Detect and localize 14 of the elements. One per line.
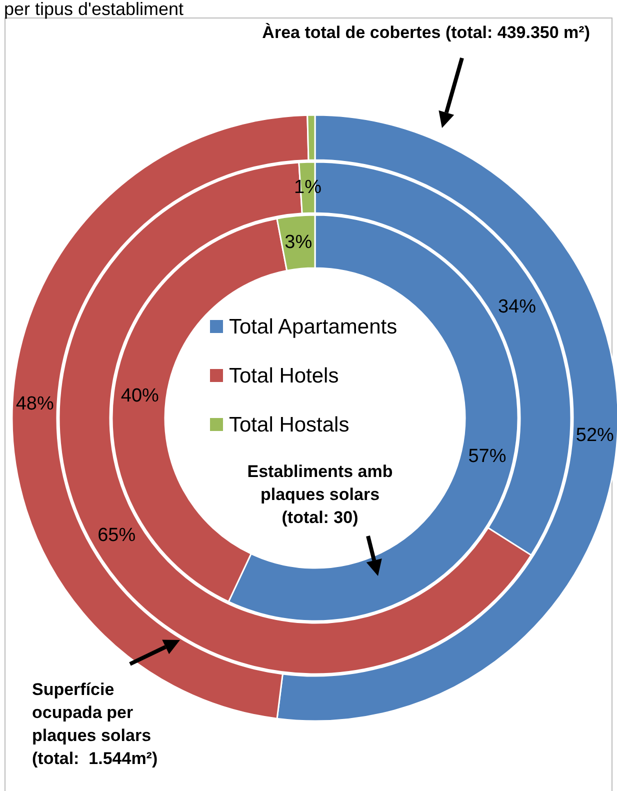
data-label: 34% xyxy=(498,296,536,318)
legend-label: Total Hotels xyxy=(229,364,339,388)
legend-label: Total Apartaments xyxy=(229,316,398,338)
data-label: 57% xyxy=(468,446,506,467)
text: Establiments amb plaques solars (total: 30) xyxy=(247,462,393,527)
text: Superfície ocupada per plaques solars (total: 1.544m²) xyxy=(32,680,158,768)
data-label: 52% xyxy=(576,425,614,446)
text: Àrea total de cobertes (total: 439.350 m²) xyxy=(262,22,590,42)
chart-title: per tipus d'establiment xyxy=(4,0,184,19)
legend-label: Total Hostals xyxy=(229,414,350,436)
data-label: 48% xyxy=(16,393,54,414)
data-label: 40% xyxy=(120,385,160,406)
data-label: 65% xyxy=(98,524,136,546)
data-label: 3% xyxy=(284,232,312,253)
